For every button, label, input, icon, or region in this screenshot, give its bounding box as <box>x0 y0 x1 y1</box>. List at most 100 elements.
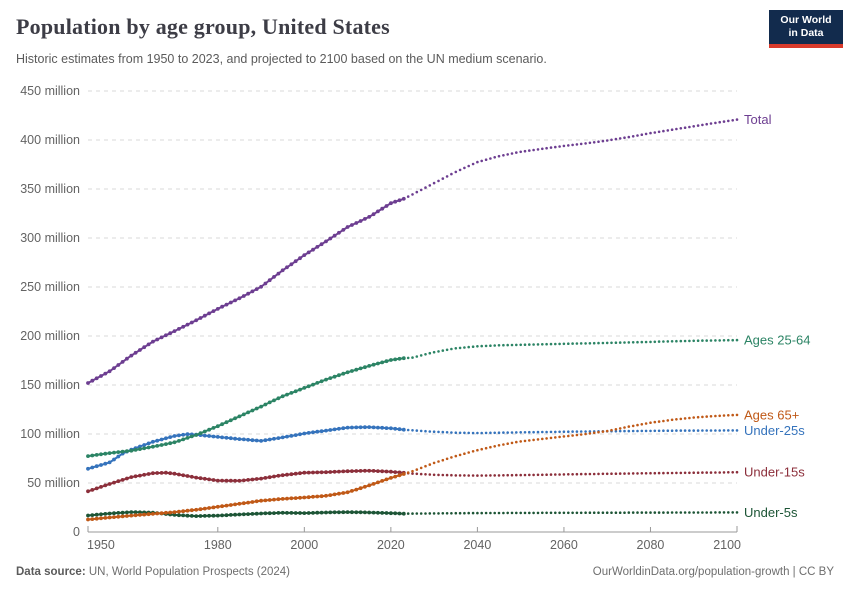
series-label-under-15s[interactable]: Under-15s <box>744 465 805 480</box>
series-ages-65-projected-dot <box>584 432 587 436</box>
x-tick-label-2080: 2080 <box>637 538 665 552</box>
series-under-5s-historic-dot <box>311 511 315 515</box>
series-under-15s-historic-dot <box>319 470 324 475</box>
series-under-25s-projected-dot <box>476 431 479 435</box>
series-label-under-25s[interactable]: Under-25s <box>744 423 805 438</box>
series-total-projected-dot <box>489 157 492 160</box>
series-ages-25-64-projected-dot <box>679 339 683 343</box>
series-under-5s-projected-dot <box>718 511 721 514</box>
chart-footer: Data source: UN, World Population Prospe… <box>16 566 834 578</box>
series-under-5s-projected-dot <box>432 512 436 515</box>
series-under-15s-projected-dot <box>683 471 687 475</box>
series-ages-65-historic-dot <box>332 492 337 497</box>
series-total-projected-dot <box>476 160 479 164</box>
series-under-25s-projected-dot <box>437 430 440 434</box>
series-under-5s-historic-dot <box>341 510 346 515</box>
series-under-5s-historic-dot <box>337 510 341 515</box>
series-total-projected-dot <box>562 144 566 148</box>
series-ages-25-64-projected-dot <box>657 340 661 343</box>
series-total-projected-dot <box>549 146 553 149</box>
series-ages-65-projected-dot <box>463 452 466 456</box>
series-ages-65-projected-dot <box>722 414 726 417</box>
series-total-projected-dot <box>515 151 518 154</box>
series-under-25s-projected-dot <box>532 430 535 434</box>
series-total-historic-dot <box>189 320 194 325</box>
series-ages-25-64-historic-dot <box>125 449 129 453</box>
series-under-5s-historic-dot <box>112 511 116 516</box>
series-under-25s-projected-dot <box>696 429 700 432</box>
series-ages-25-64-historic-dot <box>328 376 333 380</box>
series-ages-25-64-projected-dot <box>450 347 453 351</box>
series-total-historic-dot <box>198 316 203 320</box>
series-ages-65-projected-dot <box>644 422 648 425</box>
series-total-historic-dot <box>228 300 233 305</box>
series-total-historic-dot <box>389 201 393 206</box>
x-tick-label-2040: 2040 <box>463 538 491 552</box>
series-total-projected-dot <box>411 193 414 196</box>
series-label-ages-65[interactable]: Ages 65+ <box>744 407 799 422</box>
series-ages-65-historic-dot <box>164 510 168 515</box>
series-ages-65-projected-dot <box>592 431 596 435</box>
series-ages-25-64-projected-dot <box>415 355 419 358</box>
series-under-15s-projected-dot <box>666 471 670 475</box>
series-total-projected-dot <box>735 118 739 121</box>
series-under-15s-projected-dot <box>631 472 635 475</box>
series-total-historic-dot <box>337 230 341 235</box>
series-label-under-5s[interactable]: Under-5s <box>744 505 798 520</box>
series-total-projected-dot <box>445 175 449 178</box>
series-under-25s-historic-dot <box>289 434 294 438</box>
y-tick-label-100: 100 million <box>20 427 80 441</box>
series-ages-65-projected-dot <box>541 437 544 441</box>
series-under-25s-projected-dot <box>554 430 557 434</box>
series-under-15s-projected-dot <box>601 472 605 476</box>
credit-link[interactable]: OurWorldinData.org/population-growth | C… <box>592 566 834 578</box>
series-ages-25-64-projected-dot <box>610 341 613 345</box>
series-under-5s-projected-dot <box>406 512 410 515</box>
series-under-5s-projected-dot <box>419 512 423 515</box>
series-ages-25-64-projected-dot <box>631 341 635 344</box>
series-total-projected-dot <box>588 141 592 145</box>
series-under-5s-projected-dot <box>463 511 466 515</box>
series-under-15s-projected-dot <box>701 471 704 474</box>
series-under-15s-projected-dot <box>411 472 414 475</box>
series-under-25s-historic-dot <box>263 438 268 443</box>
series-label-total[interactable]: Total <box>744 112 772 127</box>
series-under-25s-historic-dot <box>276 436 281 440</box>
series-under-25s-projected-dot <box>467 431 471 435</box>
series-ages-65-historic-dot <box>86 517 90 522</box>
series-under-25s-projected-dot <box>683 429 687 432</box>
series-under-15s-projected-dot <box>562 473 566 476</box>
series-under-15s-historic-dot <box>129 475 134 479</box>
series-total-projected-dot <box>441 177 445 180</box>
series-ages-65-historic-dot <box>341 491 346 495</box>
series-under-25s-projected-dot <box>705 429 708 432</box>
series-ages-25-64-projected-dot <box>454 347 458 350</box>
series-under-25s-historic-dot <box>112 457 116 462</box>
logo-line2: in Data <box>788 27 824 39</box>
series-under-25s-historic-dot <box>138 444 142 449</box>
series-under-25s-projected-dot <box>415 429 419 432</box>
series-under-25s-projected-dot <box>445 431 449 434</box>
series-under-5s-projected-dot <box>489 511 492 515</box>
series-ages-65-historic-dot <box>401 472 406 476</box>
series-total-projected-dot <box>480 159 484 163</box>
series-under-5s-projected-dot <box>506 511 510 515</box>
owid-logo[interactable]: Our World in Data <box>769 10 843 48</box>
series-under-25s-projected-dot <box>727 429 730 432</box>
series-under-15s-historic-dot <box>393 470 398 474</box>
series-ages-25-64-projected-dot <box>480 344 484 348</box>
series-under-15s-projected-dot <box>636 472 639 475</box>
series-under-25s-historic-dot <box>254 438 259 443</box>
series-label-ages-25-64[interactable]: Ages 25-64 <box>744 333 811 348</box>
series-ages-25-64-historic-dot <box>311 382 315 387</box>
series-under-25s-projected-dot <box>549 430 553 434</box>
series-ages-25-64-projected-dot <box>523 343 527 347</box>
series-ages-25-64-projected-dot <box>519 343 522 347</box>
series-ages-65-historic-dot <box>315 494 320 499</box>
series-ages-25-64-projected-dot <box>662 340 665 343</box>
series-total-historic-dot <box>397 198 402 203</box>
series-under-25s-projected-dot <box>541 430 544 434</box>
series-under-15s-projected-dot <box>463 474 466 477</box>
x-tick-label-2000: 2000 <box>290 538 318 552</box>
